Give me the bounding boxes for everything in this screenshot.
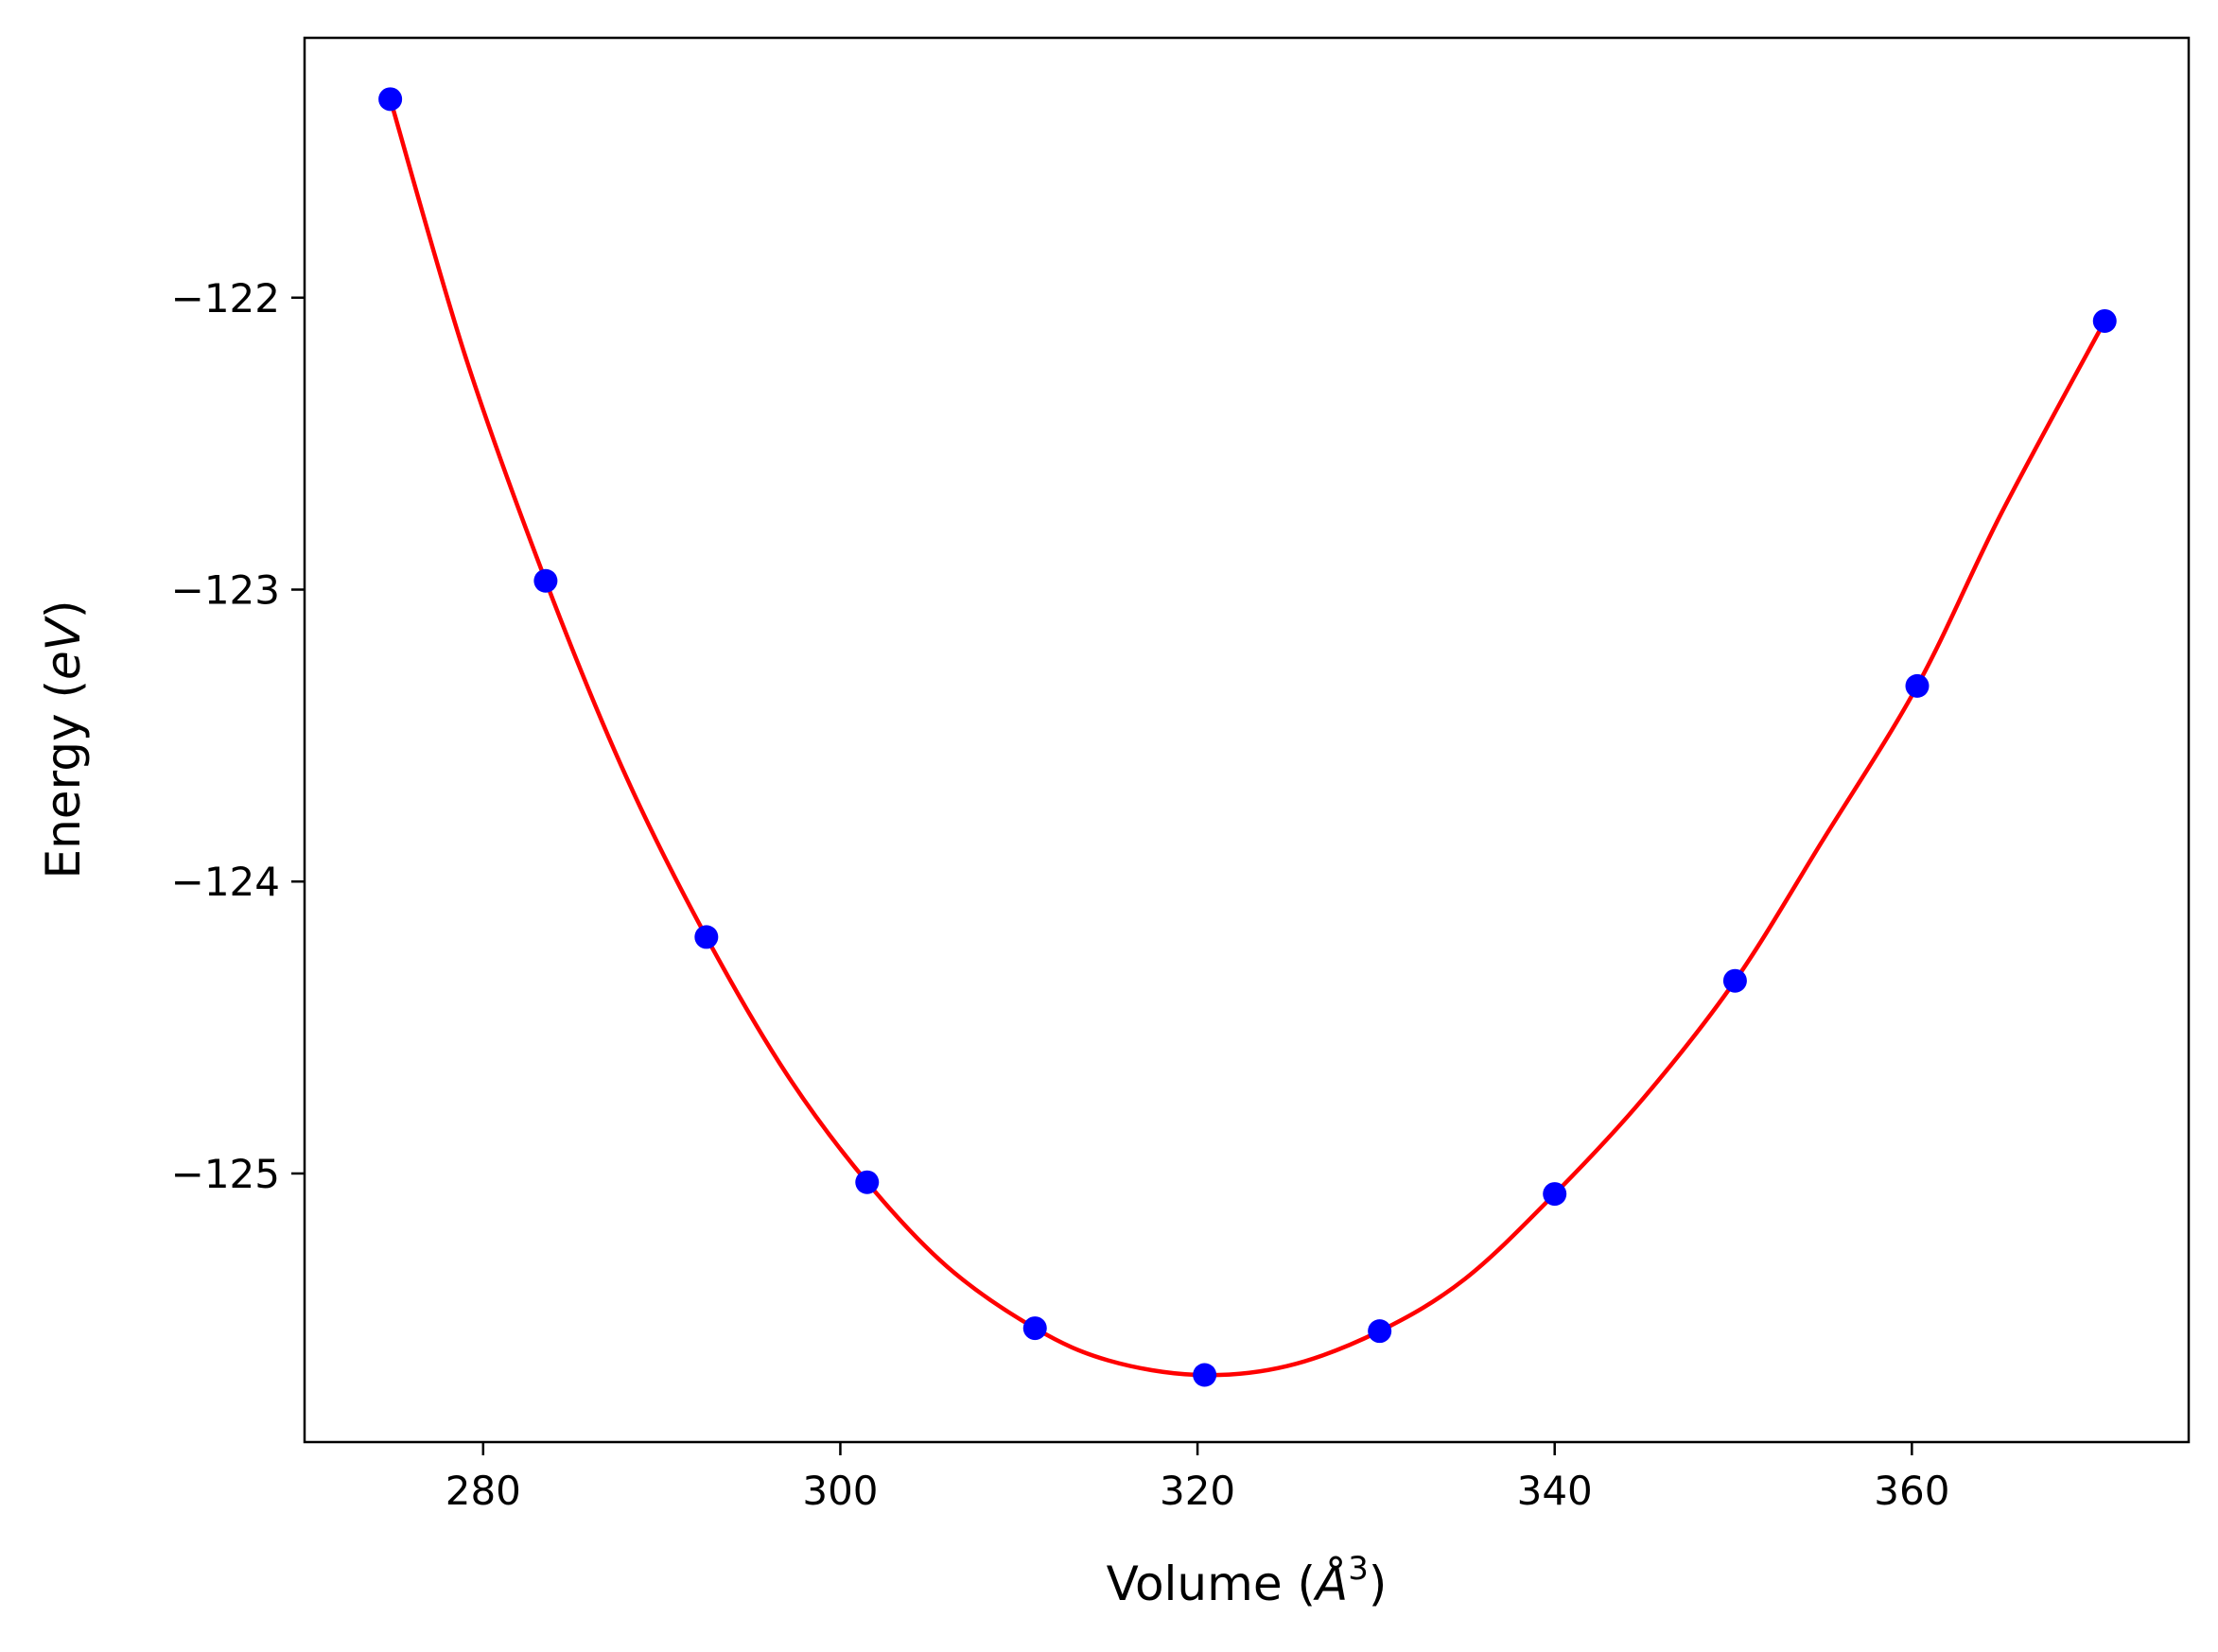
x-tick-label: 340 — [1517, 1468, 1593, 1514]
y-axis-label-prefix: Energy ( — [36, 680, 91, 878]
y-tick-label: −122 — [171, 275, 280, 322]
y-tick-label: −124 — [171, 859, 280, 905]
x-axis-label-symbol: Å — [1313, 1556, 1348, 1611]
y-axis-label-suffix: ) — [36, 600, 91, 619]
plot-frame — [303, 36, 2191, 1444]
x-axis-ticks: 280 300 320 340 360 — [445, 1442, 1949, 1514]
x-tick-label: 360 — [1874, 1468, 1949, 1514]
data-point — [2092, 308, 2117, 333]
data-point — [694, 925, 719, 949]
data-point — [855, 1170, 880, 1194]
x-axis-label-exponent: 3 — [1348, 1550, 1369, 1588]
y-axis-label-symbol: eV — [36, 615, 91, 680]
x-axis-label: Volume (Å3) — [1107, 1550, 1388, 1611]
x-tick-label: 280 — [445, 1468, 521, 1514]
y-tick-label: −125 — [171, 1151, 280, 1197]
data-points-layer — [378, 87, 2117, 1387]
y-tick-label: −123 — [171, 567, 280, 614]
data-point — [1722, 968, 1747, 993]
x-axis-label-suffix: ) — [1369, 1556, 1388, 1611]
data-point — [1193, 1363, 1217, 1387]
plot-area — [305, 38, 2189, 1442]
x-tick-label: 320 — [1160, 1468, 1235, 1514]
data-point — [1543, 1182, 1567, 1207]
data-point — [378, 87, 403, 112]
data-point — [1022, 1316, 1047, 1341]
y-axis-label: Energy (eV) — [36, 600, 91, 879]
data-point — [1905, 673, 1930, 698]
x-tick-label: 300 — [802, 1468, 878, 1514]
x-axis-label-prefix: Volume ( — [1107, 1556, 1316, 1611]
data-point — [1368, 1319, 1392, 1344]
data-point — [533, 568, 558, 593]
y-axis-ticks: −122 −123 −124 −125 — [171, 275, 305, 1197]
